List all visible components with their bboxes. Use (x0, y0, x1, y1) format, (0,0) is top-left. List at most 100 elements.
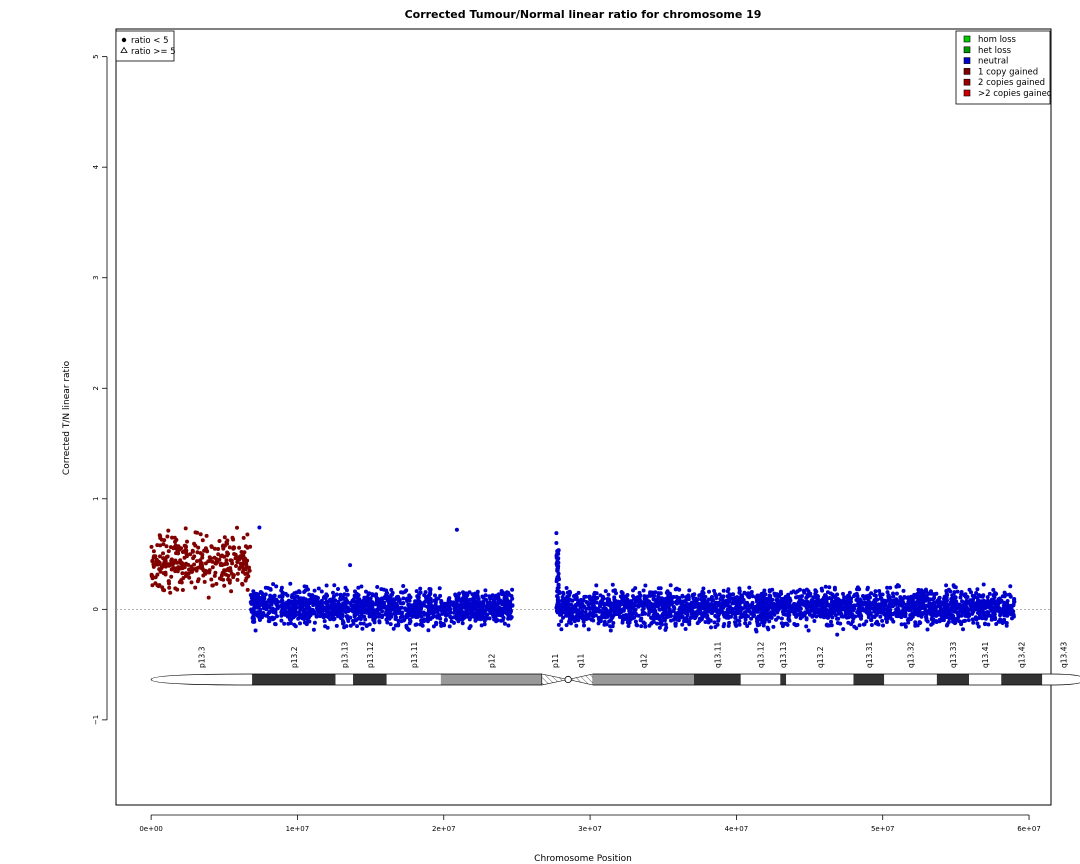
data-point (172, 545, 177, 550)
data-point (849, 614, 854, 619)
data-point (464, 603, 469, 608)
data-point (651, 608, 656, 613)
data-point (407, 617, 412, 622)
y-tick-label: 2 (92, 386, 100, 390)
data-point (332, 583, 337, 588)
data-point (360, 626, 365, 631)
data-point (161, 556, 166, 561)
data-point (398, 601, 403, 606)
data-point (832, 587, 837, 592)
data-point (230, 535, 235, 540)
data-point (214, 581, 219, 586)
data-point-outlier (554, 531, 559, 536)
data-point (237, 545, 242, 550)
data-point (367, 591, 372, 596)
data-point (628, 617, 633, 622)
data-point (311, 627, 316, 632)
data-point (555, 586, 560, 591)
data-point (737, 590, 742, 595)
data-point (496, 595, 501, 600)
data-point (336, 587, 340, 591)
data-point (624, 604, 629, 609)
data-point (448, 609, 453, 614)
data-point (288, 581, 293, 586)
data-point (747, 621, 752, 626)
data-point (961, 627, 965, 632)
data-point (479, 623, 484, 628)
data-point (222, 554, 227, 559)
data-point (221, 577, 226, 582)
data-point (384, 588, 389, 593)
data-point (189, 580, 194, 585)
data-point (459, 613, 463, 618)
data-point (692, 616, 697, 621)
data-point (605, 599, 610, 604)
data-point (953, 604, 958, 609)
data-point (789, 604, 794, 609)
data-point (596, 616, 601, 621)
data-point (166, 528, 171, 533)
data-point (671, 605, 676, 609)
data-point (998, 610, 1003, 615)
data-point (819, 586, 824, 591)
data-point (314, 613, 319, 618)
chart-title: Corrected Tumour/Normal linear ratio for… (405, 8, 762, 21)
data-point (849, 596, 854, 601)
legend-label: 1 copy gained (978, 67, 1038, 77)
data-point (312, 602, 317, 607)
data-point (985, 595, 990, 600)
data-point (925, 609, 930, 614)
ideogram-band-label: p13.13 (340, 642, 349, 668)
data-point (454, 596, 459, 601)
ideogram-band (1001, 674, 1043, 685)
data-point (399, 590, 403, 595)
data-point (610, 624, 615, 629)
data-point (956, 611, 961, 616)
data-point (467, 590, 472, 595)
data-point (673, 615, 678, 620)
data-point (217, 576, 222, 581)
data-point (945, 613, 950, 617)
data-point (343, 585, 348, 590)
data-point (1002, 617, 1007, 622)
data-point (912, 602, 917, 607)
data-point (1004, 613, 1009, 618)
ideogram-band (884, 674, 937, 685)
data-point (780, 603, 785, 608)
data-point (312, 594, 317, 599)
data-point (437, 586, 442, 591)
data-point (934, 591, 939, 596)
data-point (604, 622, 609, 627)
data-point (245, 532, 250, 537)
y-axis-label: Corrected T/N linear ratio (62, 360, 72, 475)
data-point (401, 584, 406, 588)
data-point (987, 591, 992, 596)
y-tick-label: 0 (92, 607, 100, 611)
data-point (730, 592, 735, 597)
data-point (565, 599, 570, 604)
data-point (873, 589, 878, 594)
data-point (749, 616, 754, 621)
data-point (631, 588, 635, 593)
data-point (245, 587, 250, 592)
data-point (248, 544, 253, 549)
data-point (561, 615, 565, 620)
data-point (945, 598, 949, 603)
data-point (762, 588, 767, 593)
data-point (831, 601, 836, 606)
x-tick-label: 4e+07 (725, 825, 749, 833)
data-point (210, 565, 215, 570)
ideogram-band (568, 673, 594, 686)
data-point (763, 592, 768, 597)
data-point (977, 616, 982, 620)
data-point (388, 622, 393, 627)
data-point (745, 608, 750, 613)
data-point (762, 619, 767, 624)
color-legend-box (955, 30, 1051, 105)
data-point (158, 543, 163, 548)
data-point (749, 591, 754, 596)
data-point (869, 623, 874, 627)
data-point (737, 622, 742, 627)
data-point (589, 617, 594, 622)
